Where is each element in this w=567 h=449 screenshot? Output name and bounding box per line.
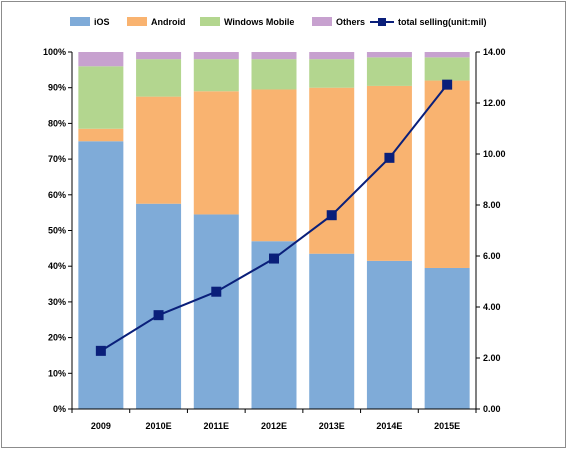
total-selling-point-2011e — [211, 286, 222, 297]
legend-label-others: Others — [336, 17, 365, 27]
left-tick-label: 50% — [48, 226, 66, 236]
bar-ios-2011e — [193, 214, 239, 409]
right-tick-label: 12.00 — [483, 98, 506, 108]
right-tick-label: 14.00 — [483, 47, 506, 57]
left-tick-label: 80% — [48, 118, 66, 128]
left-tick-label: 10% — [48, 368, 66, 378]
right-tick-label: 8.00 — [483, 200, 501, 210]
bar-android-2012e — [251, 89, 297, 242]
right-tick-label: 6.00 — [483, 251, 501, 261]
right-tick-label: 2.00 — [483, 353, 501, 363]
x-tick-label-2009: 2009 — [91, 421, 111, 431]
left-tick-label: 100% — [43, 47, 66, 57]
right-tick-label: 10.00 — [483, 149, 506, 159]
legend-swatch-marker-total-selling-unit-mil — [378, 18, 386, 26]
bar-ios-2009 — [78, 141, 124, 409]
bar-ios-2012e — [251, 241, 297, 409]
bar-windows-mobile-2012e — [251, 59, 297, 90]
right-tick-label: 4.00 — [483, 302, 501, 312]
left-tick-label: 20% — [48, 333, 66, 343]
left-tick-label: 30% — [48, 297, 66, 307]
legend-label-windows-mobile: Windows Mobile — [224, 17, 294, 27]
bar-android-2010e — [136, 96, 182, 204]
legend-swatch-others — [312, 17, 332, 26]
total-selling-point-2009 — [95, 345, 106, 356]
total-selling-point-2014e — [384, 152, 395, 163]
bar-windows-mobile-2013e — [309, 59, 355, 88]
legend-swatch-android — [127, 17, 147, 26]
legend-swatch-windows-mobile — [200, 17, 220, 26]
right-tick-label: 0.00 — [483, 404, 501, 414]
left-tick-label: 90% — [48, 83, 66, 93]
bar-windows-mobile-2014e — [366, 57, 412, 86]
bar-others-2011e — [193, 52, 239, 60]
bar-ios-2013e — [309, 253, 355, 409]
left-tick-label: 60% — [48, 190, 66, 200]
left-tick-label: 40% — [48, 261, 66, 271]
total-selling-point-2015e — [442, 79, 453, 90]
total-selling-point-2013e — [326, 210, 337, 221]
bar-windows-mobile-2009 — [78, 66, 124, 129]
bar-others-2013e — [309, 52, 355, 60]
legend-label-ios: iOS — [94, 17, 110, 27]
x-tick-label-2011e: 2011E — [204, 421, 230, 431]
legend-swatch-ios — [70, 17, 90, 26]
left-tick-label: 70% — [48, 154, 66, 164]
total-selling-point-2012e — [269, 253, 279, 264]
x-tick-label-2010e: 2010E — [146, 421, 172, 431]
bar-android-2009 — [78, 128, 124, 142]
total-selling-point-2010e — [153, 310, 164, 321]
x-tick-label-2014e: 2014E — [376, 421, 402, 431]
bar-others-2015e — [424, 52, 470, 58]
bar-android-2015e — [424, 80, 470, 268]
bar-others-2010e — [136, 52, 182, 60]
bar-windows-mobile-2015e — [424, 57, 470, 81]
bar-others-2014e — [366, 52, 412, 58]
x-tick-label-2013e: 2013E — [319, 421, 345, 431]
bar-windows-mobile-2011e — [193, 59, 239, 92]
x-tick-label-2015e: 2015E — [434, 421, 460, 431]
left-tick-label: 0% — [53, 404, 66, 414]
bar-ios-2014e — [366, 260, 412, 409]
bar-others-2009 — [78, 52, 124, 67]
bar-ios-2010e — [136, 203, 182, 409]
legend-label-android: Android — [151, 17, 186, 27]
bar-others-2012e — [251, 52, 297, 60]
bar-android-2013e — [309, 87, 355, 254]
x-tick-label-2012e: 2012E — [261, 421, 287, 431]
bar-windows-mobile-2010e — [136, 59, 182, 97]
bar-android-2011e — [193, 91, 239, 215]
bar-ios-2015e — [424, 267, 470, 409]
legend-label-total-selling-unit-mil: total selling(unit:mil) — [398, 17, 487, 27]
